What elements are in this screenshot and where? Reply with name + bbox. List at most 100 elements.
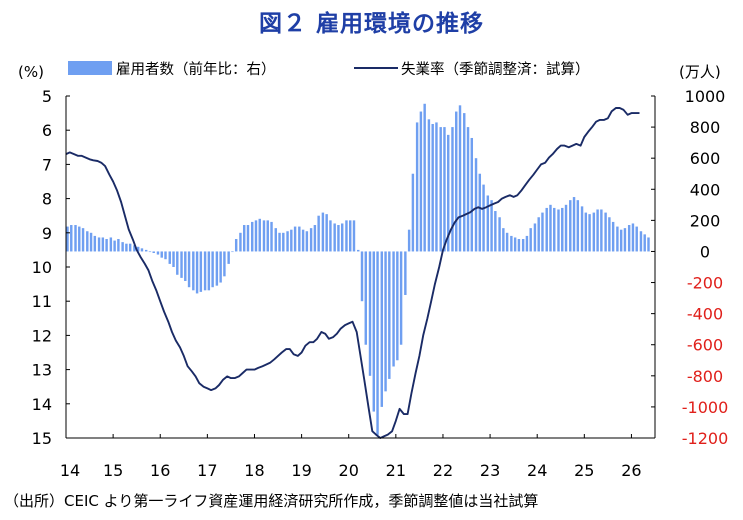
right-tick-1000: 1000 [685,87,726,106]
bar-77 [368,251,372,376]
bar-48 [254,220,258,252]
bar-118 [529,228,532,252]
bar-19 [140,248,144,252]
bar-94 [435,122,438,252]
bar-30 [184,251,187,281]
bar-81 [384,251,387,392]
bar-68 [333,223,336,252]
bar-10 [105,239,108,252]
bar-53 [274,228,277,252]
bar-88 [411,173,415,252]
bar-127 [564,204,568,252]
bar-119 [533,223,537,252]
bar-99 [455,111,458,252]
bar-66 [325,214,328,252]
bar-41 [227,251,230,264]
bar-116 [521,239,525,252]
chart-title: 図２ 雇用環境の推移 [258,11,484,37]
right-tick-200: 200 [690,211,721,230]
bar-79 [376,251,379,435]
bar-146 [639,231,643,252]
left-tick-6: 6 [42,121,52,140]
bar-38 [215,251,219,286]
bar-117 [525,235,529,252]
bar-138 [608,217,611,252]
bar-86 [404,251,407,295]
x-tick-18: 18 [244,461,264,480]
bar-80 [380,251,384,407]
bar-122 [545,207,548,252]
x-tick-17: 17 [197,461,217,480]
bar-32 [192,251,195,291]
bar-70 [340,223,344,252]
bar-108 [490,200,493,252]
bar-52 [270,221,273,252]
bar-63 [313,225,317,252]
bar-144 [631,223,635,252]
bar-134 [592,212,596,252]
bar-29 [180,251,183,278]
bar-97 [447,134,450,252]
bar-126 [561,207,564,252]
bar-73 [352,220,356,252]
bar-71 [345,220,348,252]
bar-83 [392,251,395,367]
bar-145 [635,226,638,252]
bar-110 [498,217,501,252]
bar-65 [321,212,325,252]
bar-100 [458,105,462,252]
bar-129 [572,197,576,252]
legend-line-label: 失業率（季節調整済：試算） [401,60,590,78]
bar-8 [97,237,101,252]
bar-6 [89,232,93,252]
bar-13 [117,239,120,252]
bar-50 [262,220,266,252]
left-tick-9: 9 [42,224,52,243]
bar-147 [643,234,646,252]
x-axis-ticks: 14 15 16 17 18 19 20 21 22 23 24 25 26 [60,434,642,480]
bar-84 [396,251,399,361]
bar-46 [246,225,250,252]
left-tick-14: 14 [32,395,52,414]
left-tick-5: 5 [42,87,52,106]
bar-2 [74,225,77,252]
bar-128 [569,200,572,252]
bar-34 [199,251,203,292]
bar-87 [407,229,411,252]
bar-93 [431,123,434,252]
bar-76 [364,251,367,345]
bar-131 [580,206,584,252]
bar-92 [427,119,431,252]
bar-91 [423,103,426,252]
bar-36 [207,251,211,291]
bar-31 [187,251,191,288]
bar-4 [81,228,85,252]
bar-112 [505,232,509,252]
x-tick-24: 24 [527,461,547,480]
right-tick-400: 400 [690,180,721,199]
right-tick--600: -600 [687,336,723,355]
bar-109 [494,211,497,252]
left-axis-unit: (%) [18,63,44,81]
legend-bar-swatch [68,61,112,75]
bar-series [66,103,650,435]
x-tick-16: 16 [150,461,170,480]
bar-105 [478,173,482,252]
bar-0 [66,226,69,252]
left-tick-10: 10 [32,258,52,277]
bar-67 [329,220,332,252]
bar-140 [616,226,619,252]
bar-58 [293,226,297,252]
bar-16 [128,243,132,252]
bar-27 [172,251,175,267]
bar-82 [388,251,391,379]
right-axis-unit: (万人) [679,63,721,81]
bar-121 [541,212,544,252]
bar-54 [278,232,281,252]
bar-12 [113,240,116,252]
x-tick-26: 26 [621,461,641,480]
left-tick-11: 11 [32,292,52,311]
bar-107 [486,195,490,252]
bar-60 [301,229,305,252]
